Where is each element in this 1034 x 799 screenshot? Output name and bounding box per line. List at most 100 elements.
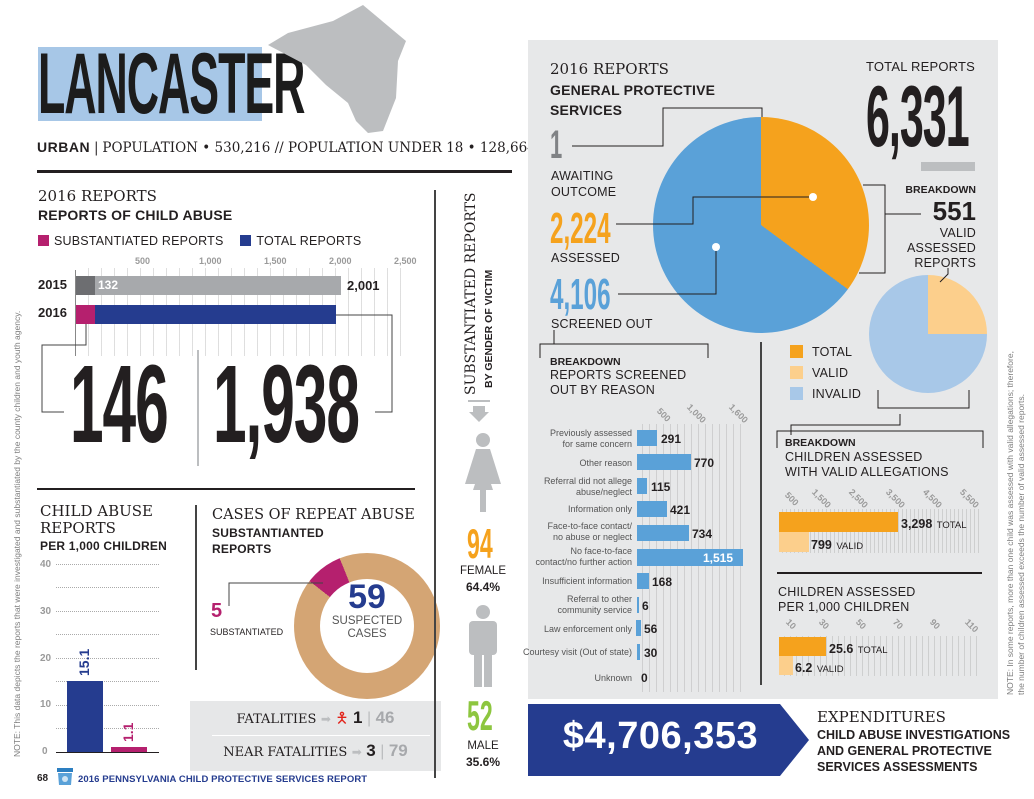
reason-value: 734 <box>692 527 713 541</box>
reason-bar <box>637 454 691 470</box>
vertical-divider <box>195 505 197 670</box>
value: 3,298 <box>901 517 933 531</box>
tick-label: 500 <box>135 256 151 266</box>
fatalities-panel <box>190 701 441 771</box>
label-line: AWAITING <box>551 169 614 183</box>
big-total-number: 1,938 <box>213 343 360 466</box>
label-line: ASSESSED <box>907 241 976 255</box>
right-note: NOTE: In some reports, more than one chi… <box>1005 351 1027 695</box>
connector-lines <box>41 314 393 413</box>
title-line: GENERAL PROTECTIVE <box>550 82 716 98</box>
per1000-total-text: 25.6 TOTAL <box>829 640 888 658</box>
reason-value: 421 <box>670 503 691 517</box>
bar-per1000-total <box>779 637 826 656</box>
value-2015-total: 2,001 <box>347 278 380 293</box>
title-line: OUT BY REASON <box>550 383 655 397</box>
screened-value: 4,106 <box>550 270 611 319</box>
reason-label: Referral did not allege abuse/neglect <box>543 476 632 497</box>
repeat-title-serif: CASES OF REPEAT ABUSE <box>212 507 415 523</box>
big-substantiated-number: 146 <box>70 343 169 466</box>
assessed-label: ASSESSED <box>551 251 620 265</box>
reason-row: Other reason <box>530 458 632 469</box>
breakdown-bracket <box>859 184 921 274</box>
label-line: SUSPECTED <box>331 615 403 627</box>
suspected-cases-label: SUSPECTED CASES <box>320 615 414 641</box>
substantiated-connector <box>228 582 323 606</box>
reason-row: Courtesy visit (Out of state) <box>520 647 632 658</box>
value-total-per1000: 15.1 <box>76 648 92 676</box>
bar-children-valid <box>779 532 809 552</box>
children-breakdown-label: BREAKDOWN <box>785 437 856 449</box>
label-line: CASES <box>347 628 387 640</box>
reason-value: 1,515 <box>703 551 734 565</box>
per1000-title-line: REPORTS <box>40 519 116 537</box>
title-line: SERVICES <box>550 102 623 118</box>
y-tick: 10 <box>40 699 52 710</box>
near-fatalities-value: 3 <box>366 741 376 760</box>
bar-2015-total <box>76 276 341 295</box>
reason-bar <box>637 501 667 517</box>
donut-hole <box>320 579 414 673</box>
label: TOTAL <box>857 645 888 656</box>
reason-bar <box>637 644 640 660</box>
note-line: the number of children assessed exceeds … <box>1016 394 1026 695</box>
arrow-icon: ➡ <box>320 712 331 726</box>
reports-legend: SUBSTANTIATED REPORTS TOTAL REPORTS <box>38 232 361 250</box>
gridline <box>56 564 159 565</box>
tick-label: 2,500 <box>394 256 417 266</box>
children-valid-title: CHILDREN ASSESSED WITH VALID ALLEGATIONS <box>785 450 949 480</box>
reason-label: Other reason <box>579 458 632 468</box>
expenditure-title: EXPENDITURES <box>817 708 946 726</box>
female-pct: 64.4% <box>465 580 501 594</box>
total-swatch <box>240 235 252 247</box>
gender-title-bold: BY GENDER OF VICTIM <box>483 269 495 388</box>
female-value: 94 <box>467 520 493 567</box>
label: TOTAL <box>936 520 967 531</box>
row-year-2016: 2016 <box>38 305 67 320</box>
per1000-title-serif: CHILD ABUSE REPORTS <box>40 503 153 537</box>
title-line: CHILDREN ASSESSED <box>778 585 916 599</box>
panel-divider <box>760 342 762 685</box>
gridline <box>56 587 159 588</box>
title-line: CHILDREN ASSESSED <box>785 450 923 464</box>
substantiated-swatch <box>38 235 49 247</box>
reason-label: Unknown <box>594 673 632 683</box>
repeat-title-line: REPORTS <box>212 542 272 556</box>
substantiated-label: SUBSTANTIATED <box>210 627 284 637</box>
reason-value: 291 <box>661 432 682 446</box>
reason-bar <box>637 478 647 494</box>
bar-2016-total <box>76 305 336 324</box>
male-pct: 35.6% <box>465 755 501 769</box>
fatalities-state-value: 46 <box>375 708 395 727</box>
reason-value: 6 <box>642 599 649 613</box>
reports-title-bold: REPORTS OF CHILD ABUSE <box>38 207 233 223</box>
label-line: VALID <box>939 226 976 240</box>
swatch <box>790 345 803 359</box>
y-tick: 30 <box>40 606 52 617</box>
swatch <box>790 366 803 380</box>
reason-value: 0 <box>641 671 648 685</box>
valid-pie-chart <box>869 275 987 393</box>
pie-legend: TOTAL VALID INVALID <box>790 343 861 406</box>
gridline <box>56 611 159 612</box>
gender-title-serif: SUBSTANTIATED REPORTS <box>463 192 479 395</box>
gps-pie-chart <box>653 117 869 333</box>
total-underline <box>921 162 975 171</box>
screened-label: SCREENED OUT <box>551 317 653 331</box>
legend-label: VALID <box>812 366 849 380</box>
y-tick: 0 <box>42 746 48 757</box>
awaiting-value: 1 <box>550 123 563 167</box>
person-icon: 🯅 <box>335 710 349 727</box>
reason-row: Insufficient information <box>530 576 632 587</box>
reason-row: Law enforcement only <box>530 624 632 635</box>
bar-children-total <box>779 512 898 532</box>
female-icon <box>465 433 501 512</box>
per1000-valid-text: 6.2 VALID <box>795 659 844 677</box>
reason-label: Insufficient information <box>542 576 632 586</box>
male-value: 52 <box>467 692 493 739</box>
reason-bar <box>637 573 649 589</box>
gridline <box>56 658 159 659</box>
reason-row: Previously assessed for same concern <box>530 428 632 450</box>
legend-substantiated: SUBSTANTIATED REPORTS <box>54 234 224 248</box>
county-subtitle: URBAN | POPULATION • 530,216 // POPULATI… <box>37 139 536 156</box>
